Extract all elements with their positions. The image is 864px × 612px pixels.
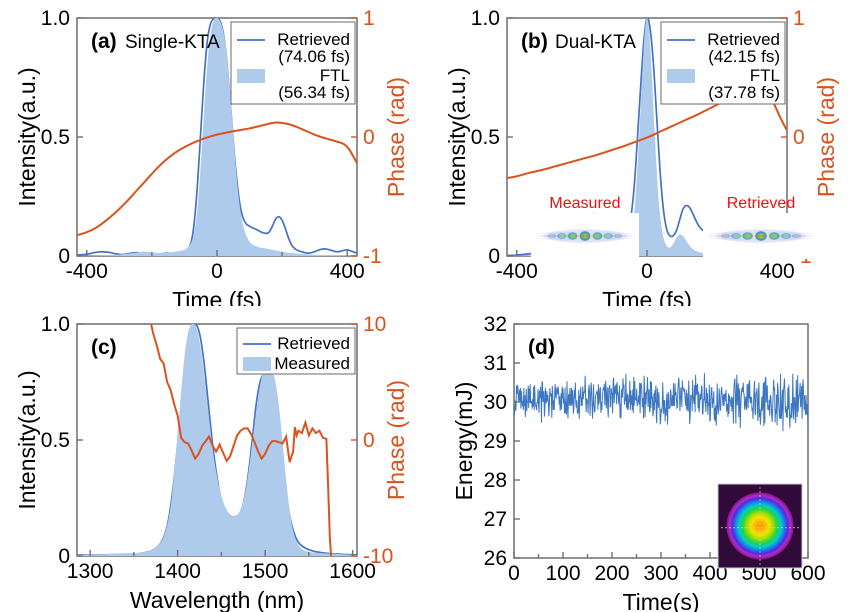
y-tick-label-d-4: 30: [484, 391, 507, 414]
y2-tick-label-a-1: 0: [363, 126, 375, 149]
x-tick-label-d-0: 0: [508, 562, 520, 585]
y-tick-label-c-0: 0: [58, 545, 70, 568]
panel-label-b: (b): [521, 30, 548, 53]
series-measured-fill: [77, 324, 357, 556]
x-tick-label-b-1: 0: [641, 260, 653, 283]
inset-label-measured: Measured: [549, 195, 620, 212]
y-tick-label-a-2: 1.0: [41, 7, 70, 30]
y2-tick-label-b-1: 0: [793, 126, 805, 149]
x-tick-label-c-3: 1600: [329, 560, 376, 583]
frog-trace-inset-meas: [531, 213, 639, 259]
legend-value-a-1: (56.34 fs): [278, 83, 350, 102]
y-axis-title-d: Energy(mJ): [451, 382, 477, 501]
chart-panel-d: 0 100 200 300 400 500 600 26 27 28 29 30 31 32 Time(s)…: [432, 306, 864, 612]
y-axis-title-c: Intensity(a.u.): [14, 370, 40, 509]
legend-value-b-0: (42.15 fs): [708, 47, 780, 66]
y2-tick-label-c-1: 0: [363, 429, 375, 452]
x-tick-label-c-0: 1300: [67, 560, 114, 583]
x-tick-label-b-0: -400: [496, 260, 538, 283]
x-axis-title-c: Wavelength (nm): [130, 587, 304, 612]
chart-svg-d: 0 100 200 300 400 500 60026272829303132Time(s)…: [451, 313, 826, 612]
series-phase-line: [150, 324, 333, 556]
plot-area-a: [77, 18, 357, 256]
legend-marker-patch-b-1: [667, 69, 695, 83]
plot-area-c: [77, 324, 357, 556]
x-tick-label-b-2: 400: [760, 260, 795, 283]
x-tick-label-a-1: 0: [211, 260, 223, 283]
legend-label-a-1: FTL: [320, 66, 350, 85]
frog-trace-inset-retr: [703, 213, 819, 259]
legend-label-c-1: Measured: [274, 354, 350, 373]
chart-panel-a: -400 0 400 0 0.5 1.0 -1 0 1 Time (fs) Intensity(a.…: [0, 0, 432, 306]
legend-label-c-0: Retrieved: [277, 334, 350, 353]
y-axis-title-a: Intensity(a.u.): [14, 67, 40, 206]
y-tick-label-d-1: 27: [484, 508, 507, 531]
legend-label-b-0: Retrieved: [707, 30, 780, 49]
y-tick-label-a-0: 0: [58, 245, 70, 268]
y-tick-label-b-2: 1.0: [471, 7, 500, 30]
legend-b: Retrieved(42.15 fs)FTL(37.78 fs): [660, 21, 786, 105]
x-tick-label-d-1: 100: [545, 562, 580, 585]
y-axis-title-b: Intensity(a.u.): [444, 67, 470, 206]
legend-box-b: [660, 21, 786, 105]
y2-tick-label-a-0: -1: [363, 245, 382, 268]
x-axis-title-d: Time(s): [622, 589, 699, 612]
y-tick-label-d-2: 28: [484, 469, 507, 492]
y-tick-label-c-2: 1.0: [41, 313, 70, 336]
y-tick-label-b-0: 0: [488, 245, 500, 268]
series-ftl-fill: [77, 18, 357, 256]
y2-tick-label-c-0: -10: [363, 545, 393, 568]
y2-tick-label-c-2: 10: [363, 313, 386, 336]
x-tick-label-c-1: 1400: [154, 560, 201, 583]
panel-title-a: Single-KTA: [125, 32, 220, 53]
x-tick-label-a-2: 400: [330, 260, 365, 283]
inset-label-retrieved: Retrieved: [727, 195, 795, 212]
beam-profile-inset: [717, 483, 803, 569]
y2-axis-title-a: Phase (rad): [383, 77, 409, 197]
panel-title-b: Dual-KTA: [555, 32, 636, 53]
chart-svg-c: 1300 1400 1500 1600 0 0.5 1.0 -10 0 10 Wavelength …: [14, 313, 409, 612]
y-tick-label-d-0: 26: [484, 547, 507, 570]
y-tick-label-d-6: 32: [484, 313, 507, 336]
plot-area-d: [514, 372, 808, 432]
legend-box-a: [230, 21, 356, 105]
series-phase-line: [77, 121, 357, 237]
panel-label-d: (d): [528, 336, 555, 359]
legend-marker-patch-a-1: [237, 69, 265, 83]
x-tick-label-a-0: -400: [66, 260, 108, 283]
y2-axis-title-c: Phase (rad): [383, 380, 409, 500]
panel-label-a: (a): [91, 30, 117, 53]
legend-a: Retrieved(74.06 fs)FTL(56.34 fs): [230, 21, 356, 105]
y-tick-label-d-5: 31: [484, 352, 507, 375]
y-tick-label-d-3: 29: [484, 430, 507, 453]
legend-label-b-1: FTL: [750, 66, 780, 85]
series-energy-trace: [514, 372, 808, 432]
legend-label-a-0: Retrieved: [277, 30, 350, 49]
x-axis-title-a: Time (fs): [172, 287, 262, 306]
legend-value-a-0: (74.06 fs): [278, 47, 350, 66]
y-tick-label-c-1: 0.5: [41, 429, 70, 452]
x-tick-label-d-2: 200: [594, 562, 629, 585]
y-tick-label-a-1: 0.5: [41, 126, 70, 149]
y2-tick-label-a-2: 1: [363, 7, 375, 30]
y2-tick-label-b-2: 1: [793, 7, 805, 30]
y-tick-label-b-1: 0.5: [471, 126, 500, 149]
x-tick-label-d-3: 300: [643, 562, 678, 585]
x-tick-label-c-2: 1500: [242, 560, 289, 583]
legend-value-b-1: (37.78 fs): [708, 83, 780, 102]
y2-axis-title-b: Phase (rad): [813, 77, 839, 197]
panel-label-c: (c): [91, 336, 117, 359]
legend-marker-patch-c-1: [243, 357, 271, 371]
chart-panel-c: 1300 1400 1500 1600 0 0.5 1.0 -10 0 10 Wavelength …: [0, 306, 432, 612]
x-axis-title-b: Time (fs): [602, 287, 692, 306]
